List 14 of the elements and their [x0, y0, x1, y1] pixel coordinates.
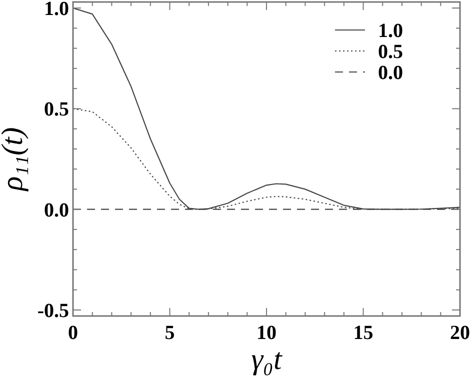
y-axis-title: ρ₁₁(t) [0, 127, 29, 192]
y-tick-label: 0.5 [44, 98, 69, 121]
x-axis-title: γ₀t [251, 343, 282, 376]
x-tick-label: 15 [353, 322, 374, 344]
y-tick-label: 0.0 [44, 199, 69, 222]
legend-label: 0.0 [378, 62, 403, 84]
x-tick-label: 10 [256, 322, 276, 344]
x-tick-label: 0 [68, 322, 78, 344]
y-tick-label: -0.5 [37, 300, 69, 322]
legend-label: 1.0 [378, 20, 403, 42]
x-tick-label: 20 [450, 322, 470, 344]
y-tick-label: 1.0 [44, 0, 69, 20]
x-tick-label: 5 [164, 322, 175, 344]
legend-label: 0.5 [378, 41, 403, 63]
